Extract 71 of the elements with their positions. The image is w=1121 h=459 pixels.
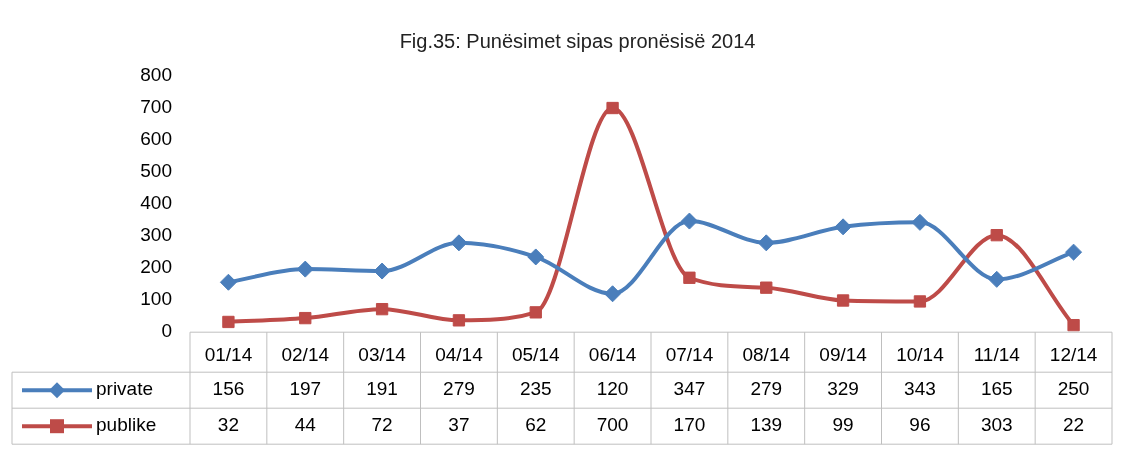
point [375, 302, 389, 316]
point [683, 271, 696, 284]
x-tick-label: 01/14 [204, 343, 253, 365]
point [450, 234, 468, 252]
x-tick-label: 06/14 [588, 343, 637, 365]
y-tick-label: 0 [161, 320, 172, 342]
data-label: 156 [212, 378, 245, 400]
point [680, 212, 698, 230]
x-tick-label: 05/14 [511, 343, 560, 365]
point [911, 213, 929, 231]
data-label: 279 [750, 378, 783, 400]
point [836, 294, 850, 307]
data-label: 329 [827, 378, 859, 400]
data-label: 170 [673, 414, 706, 436]
data-label: 120 [596, 378, 629, 400]
x-tick-label: 12/14 [1049, 343, 1098, 365]
data-label: 96 [909, 414, 931, 436]
y-tick-label: 600 [140, 128, 172, 150]
legend-label: private [96, 378, 154, 400]
x-tick-label: 03/14 [358, 343, 407, 365]
point [1065, 243, 1083, 261]
data-label: 22 [1063, 414, 1085, 436]
data-label: 139 [750, 414, 783, 436]
x-tick-label: 08/14 [742, 343, 791, 365]
point [299, 311, 312, 325]
data-label: 250 [1057, 378, 1090, 400]
data-label: 347 [673, 378, 706, 400]
point [606, 101, 619, 115]
data-label: 62 [525, 414, 547, 436]
data-label: 165 [980, 378, 1013, 400]
point [990, 229, 1003, 242]
point [913, 295, 927, 308]
y-tick-label: 800 [140, 64, 172, 86]
data-label: 72 [371, 414, 393, 436]
y-tick-label: 400 [140, 192, 172, 214]
data-label: 37 [448, 414, 470, 436]
data-label: 700 [596, 414, 629, 436]
y-tick-label: 700 [140, 96, 172, 118]
x-tick-label: 04/14 [435, 343, 484, 365]
y-tick-label: 500 [140, 160, 172, 182]
x-tick-label: 11/14 [973, 343, 1021, 365]
x-tick-label: 02/14 [281, 343, 330, 365]
point [452, 314, 466, 327]
data-label: 279 [443, 378, 475, 400]
data-label: 303 [980, 414, 1013, 436]
chart-title: Fig.35: Punësimet sipas pronësisë 2014 [399, 29, 756, 52]
point [222, 315, 235, 329]
y-tick-label: 100 [140, 288, 172, 310]
point [296, 260, 314, 278]
point [529, 306, 542, 319]
y-tick-label: 200 [140, 256, 172, 278]
point [834, 218, 852, 236]
point [988, 270, 1006, 288]
data-label: 197 [289, 378, 322, 400]
data-label: 343 [904, 378, 936, 400]
x-tick-label: 10/14 [896, 343, 945, 365]
y-tick-label: 300 [140, 224, 172, 246]
point [604, 285, 622, 303]
data-label: 44 [294, 414, 317, 436]
x-tick-label: 09/14 [819, 343, 868, 365]
point [757, 234, 775, 252]
point [219, 273, 237, 291]
data-label: 191 [366, 378, 398, 400]
data-label: 32 [217, 414, 239, 436]
data-label: 99 [832, 414, 854, 436]
data-label: 235 [519, 378, 552, 400]
legend-label: publike [96, 414, 157, 436]
point [760, 281, 773, 294]
point [1067, 319, 1080, 332]
point [527, 248, 545, 266]
x-tick-label: 07/14 [665, 343, 714, 365]
